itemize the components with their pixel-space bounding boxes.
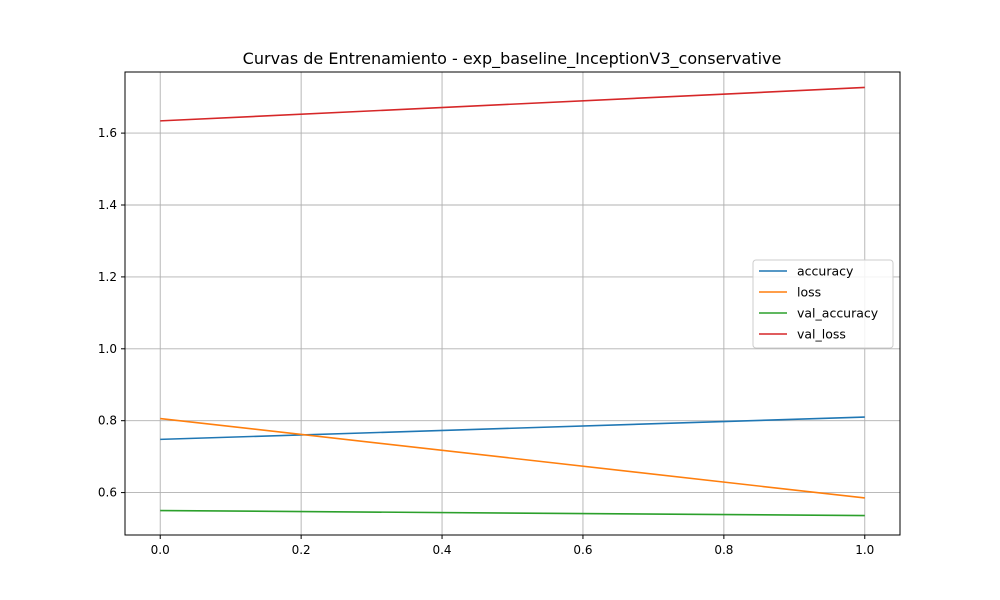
chart-title: Curvas de Entrenamiento - exp_baseline_I… [243,49,782,69]
legend: accuracy loss val_accuracy val_loss [752,259,894,349]
x-tick-label: 1.0 [855,543,874,557]
y-tick-label: 1.6 [98,126,117,140]
legend-label: val_accuracy [797,306,879,321]
legend-label: accuracy [797,264,854,279]
series-line-val-loss [160,86,865,122]
x-tick-label: 0.2 [292,543,311,557]
series-line-val-accuracy [160,509,865,517]
legend-box [752,259,894,349]
x-tick-label: 0.6 [573,543,592,557]
series-line-loss [160,417,865,499]
axis-ticks: 0.0 0.2 0.4 0.6 0.8 1.0 0.6 0.8 1.0 1.2 1.4 1.6 [98,126,874,557]
plot-area-frame [124,71,901,536]
x-tick-label: 0.8 [714,543,733,557]
legend-label: val_loss [797,327,846,342]
y-tick-label: 1.4 [98,198,117,212]
x-tick-label: 0.0 [151,543,170,557]
y-tick-label: 1.0 [98,342,117,356]
y-tick-label: 0.6 [98,486,117,500]
y-tick-label: 1.2 [98,270,117,284]
legend-label: loss [797,285,821,300]
series-lines [160,86,865,517]
y-tick-label: 0.8 [98,414,117,428]
x-tick-label: 0.4 [432,543,451,557]
series-line-accuracy [160,416,865,441]
